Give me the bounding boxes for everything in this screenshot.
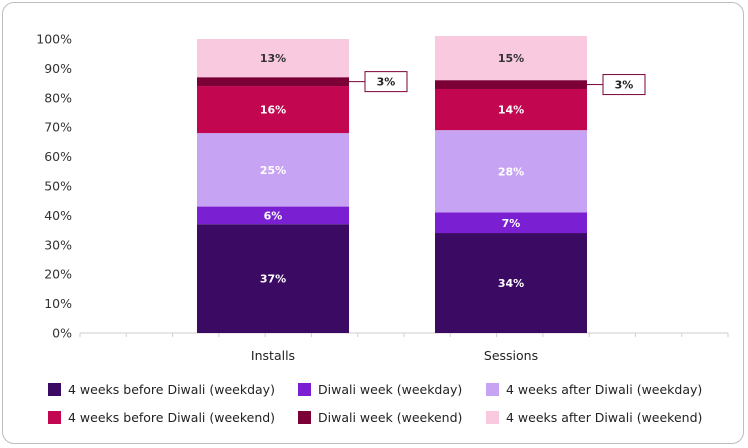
legend-swatch: [298, 411, 311, 424]
data-label: 34%: [498, 277, 524, 290]
legend-item-before-weekday: 4 weeks before Diwali (weekday): [48, 382, 275, 397]
x-category-label: Installs: [251, 348, 295, 363]
y-tick-label: 10%: [44, 296, 72, 311]
legend-label: Diwali week (weekday): [318, 382, 463, 397]
legend-item-before-weekend: 4 weeks before Diwali (weekend): [48, 410, 275, 425]
bar-segment: [197, 39, 349, 78]
legend-item-diwali-weekend: Diwali week (weekend): [298, 410, 462, 425]
legend-label: 4 weeks before Diwali (weekday): [68, 382, 275, 397]
y-tick-label: 20%: [44, 267, 72, 282]
bar-segment: [435, 36, 587, 81]
data-label: 16%: [260, 104, 286, 117]
bar-segment: [435, 80, 587, 89]
legend-item-diwali-weekday: Diwali week (weekday): [298, 382, 462, 397]
y-tick-label: 30%: [44, 237, 72, 252]
bar-segment: [435, 130, 587, 213]
data-label: 37%: [260, 273, 286, 286]
y-tick-label: 60%: [44, 149, 72, 164]
bar-segment: [197, 86, 349, 134]
y-tick-label: 90%: [44, 61, 72, 76]
legend-item-after-weekend: 4 weeks after Diwali (weekend): [486, 410, 702, 425]
bar-segment: [435, 212, 587, 234]
legend-swatch: [48, 383, 61, 396]
legend-item-after-weekday: 4 weeks after Diwali (weekday): [486, 382, 702, 397]
data-label: 3%: [377, 76, 396, 89]
callout-box: [364, 71, 408, 93]
y-tick-label: 0%: [52, 326, 72, 341]
bar-segment: [435, 88, 587, 131]
data-label: 15%: [498, 52, 524, 65]
bar-segment: [197, 133, 349, 207]
legend-swatch: [486, 383, 499, 396]
data-label: 25%: [260, 164, 286, 177]
y-tick-label: 50%: [44, 179, 72, 194]
data-label: 14%: [498, 104, 524, 117]
legend-label: 4 weeks after Diwali (weekend): [506, 410, 703, 425]
y-tick-label: 70%: [44, 120, 72, 135]
data-label: 7%: [502, 217, 521, 230]
legend-swatch: [486, 411, 499, 424]
legend-label: 4 weeks before Diwali (weekend): [68, 410, 276, 425]
legend-label: 4 weeks after Diwali (weekday): [506, 382, 703, 397]
data-label: 28%: [498, 165, 524, 178]
data-label: 6%: [264, 209, 283, 222]
data-label: 13%: [260, 52, 286, 65]
y-tick-label: 80%: [44, 90, 72, 105]
bar-segment: [197, 206, 349, 225]
bar-segment: [435, 233, 587, 333]
callout-box: [602, 74, 646, 96]
legend-swatch: [298, 383, 311, 396]
bar-segment: [197, 77, 349, 87]
legend-swatch: [48, 411, 61, 424]
y-tick-label: 40%: [44, 208, 72, 223]
legend-label: Diwali week (weekend): [318, 410, 463, 425]
data-label: 3%: [615, 79, 634, 92]
bar-segment: [197, 224, 349, 333]
x-category-label: Sessions: [484, 348, 538, 363]
y-tick-label: 100%: [36, 32, 72, 47]
